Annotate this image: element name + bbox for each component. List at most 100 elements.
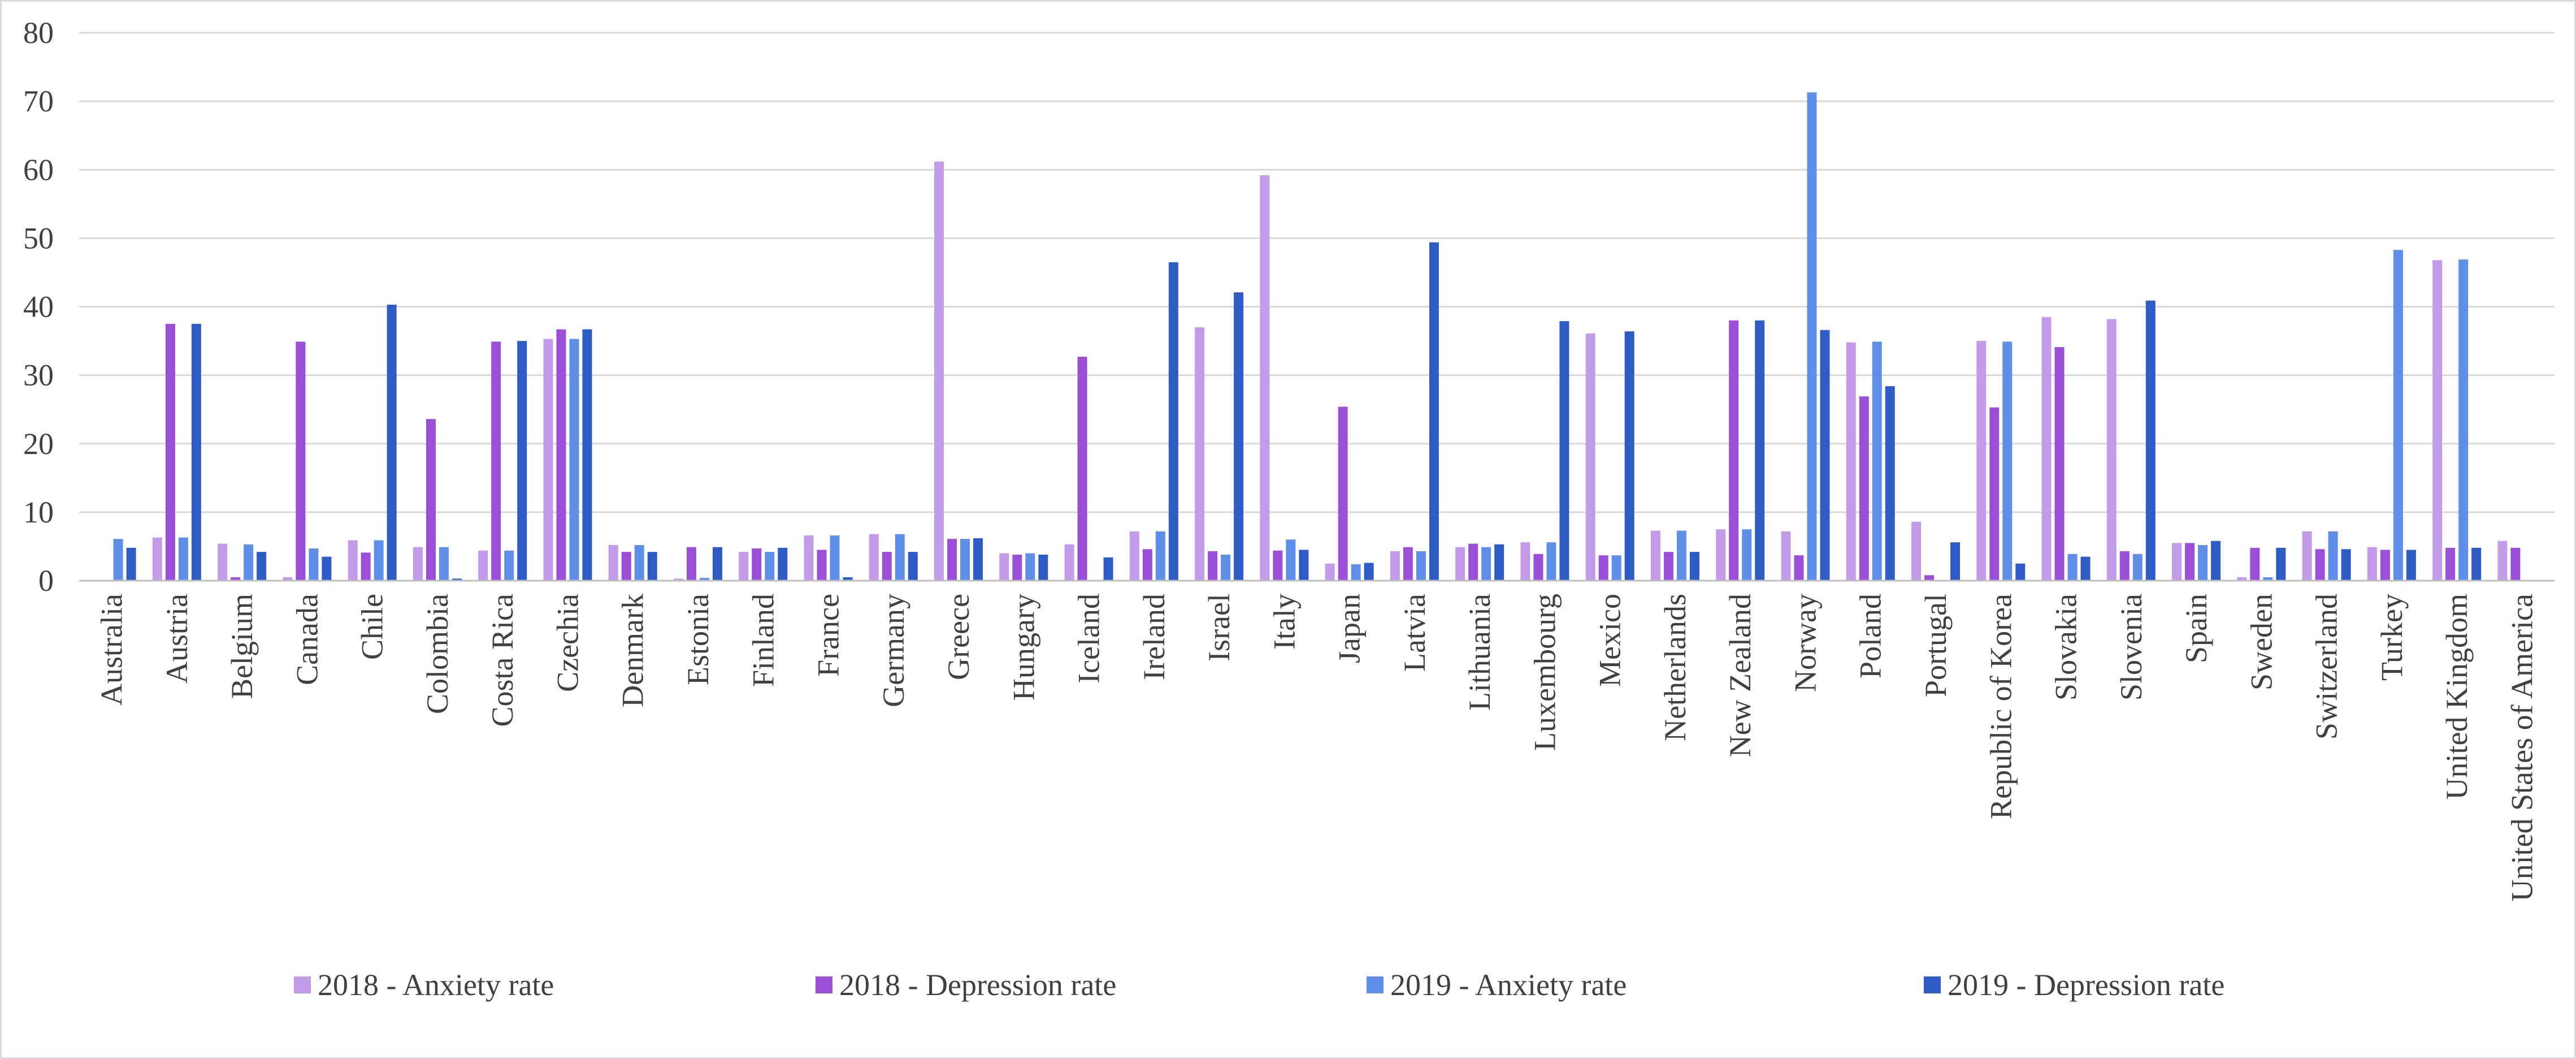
bar-ireland-series-2	[1142, 549, 1152, 581]
bar-austria-series-3	[178, 537, 188, 581]
bar-italy-series-1	[1260, 175, 1270, 581]
bar-italy-series-2	[1273, 550, 1283, 581]
bar-turkey-series-3	[2393, 249, 2403, 581]
bar-netherlands-series-4	[1689, 552, 1699, 581]
x-tick-label-denmark: Denmark	[616, 594, 650, 707]
bar-chile-series-1	[348, 540, 358, 581]
x-tick-label-luxembourg: Luxembourg	[1528, 594, 1562, 751]
bar-luxembourg-series-4	[1559, 321, 1569, 581]
bar-luxembourg-series-3	[1546, 542, 1556, 581]
bar-norway-series-1	[1781, 531, 1791, 581]
bar-slovakia-series-2	[2054, 347, 2065, 581]
bar-france-series-2	[817, 550, 827, 581]
bar-canada-series-1	[283, 577, 293, 581]
x-tick-label-greece: Greece	[942, 594, 975, 680]
bar-lithuania-series-3	[1481, 547, 1491, 581]
bar-netherlands-series-1	[1650, 530, 1660, 581]
bar-ireland-series-3	[1155, 531, 1165, 581]
bar-united-kingdom-series-1	[2432, 260, 2443, 581]
bar-poland-series-1	[1846, 342, 1856, 581]
x-tick-label-slovakia: Slovakia	[2049, 594, 2083, 701]
bar-ireland-series-1	[1129, 531, 1139, 581]
bar-finland-series-1	[739, 552, 749, 581]
x-tick-label-finland: Finland	[746, 594, 780, 687]
bar-italy-series-3	[1286, 539, 1296, 581]
bar-republic-of-korea-series-1	[1976, 341, 1987, 581]
x-tick-label-iceland: Iceland	[1072, 594, 1106, 684]
bar-new-zealand-series-4	[1755, 320, 1765, 581]
bar-netherlands-series-2	[1663, 552, 1673, 581]
bar-turkey-series-1	[2367, 547, 2377, 581]
x-tick-label-poland: Poland	[1854, 594, 1888, 678]
bar-costa-rica-series-4	[517, 341, 527, 581]
bar-czechia-series-1	[543, 339, 553, 581]
bar-japan-series-1	[1325, 563, 1335, 581]
x-tick-label-austria: Austria	[160, 594, 194, 684]
bar-spain-series-3	[2198, 545, 2208, 581]
x-tick-label-italy: Italy	[1267, 594, 1301, 650]
bar-slovenia-series-1	[2106, 319, 2117, 581]
x-tick-label-canada: Canada	[290, 594, 324, 685]
bar-chile-series-3	[374, 540, 384, 581]
y-tick-label-60: 60	[23, 153, 54, 187]
x-tick-label-netherlands: Netherlands	[1658, 594, 1692, 741]
bar-israel-series-4	[1234, 292, 1244, 581]
bar-czechia-series-2	[556, 329, 566, 581]
bar-turkey-series-2	[2380, 550, 2390, 581]
x-tick-label-czechia: Czechia	[550, 594, 584, 692]
bars	[113, 92, 2521, 581]
x-tick-label-germany: Germany	[877, 594, 910, 707]
bar-slovakia-series-1	[2041, 317, 2052, 581]
x-tick-label-ireland: Ireland	[1137, 594, 1171, 680]
bar-finland-series-2	[752, 548, 762, 581]
bar-norway-series-2	[1794, 555, 1804, 581]
bar-greece-series-4	[973, 538, 983, 581]
x-axis-tick-labels: Australia Austria Belgium Canada Chile Colomb…	[95, 594, 2539, 901]
bar-australia-series-4	[126, 547, 136, 581]
bar-chile-series-4	[387, 304, 397, 581]
bar-belgium-series-3	[244, 544, 254, 581]
gridlines	[79, 32, 2555, 513]
bar-hungary-series-3	[1025, 553, 1035, 581]
bar-united-kingdom-series-4	[2471, 547, 2482, 581]
bar-lithuania-series-1	[1455, 547, 1465, 581]
bar-switzerland-series-3	[2328, 531, 2338, 581]
y-tick-label-50: 50	[23, 221, 54, 255]
bar-latvia-series-2	[1403, 547, 1413, 581]
x-tick-label-turkey: Turkey	[2375, 594, 2409, 681]
bar-france-series-3	[830, 535, 840, 581]
bar-mexico-series-1	[1585, 333, 1595, 581]
bar-costa-rica-series-1	[478, 550, 488, 581]
bar-czechia-series-4	[582, 329, 592, 581]
y-tick-label-70: 70	[23, 84, 54, 118]
x-tick-label-japan: Japan	[1333, 594, 1367, 663]
bar-israel-series-1	[1195, 327, 1205, 581]
legend: 2018 - Anxiety rate 2018 - Depression rat…	[294, 968, 2224, 1002]
bar-colombia-series-2	[426, 419, 436, 581]
bar-finland-series-3	[765, 552, 775, 581]
bar-spain-series-1	[2172, 543, 2182, 581]
bar-republic-of-korea-series-3	[2002, 342, 2013, 581]
x-tick-label-slovenia: Slovenia	[2114, 594, 2148, 701]
bar-germany-series-4	[908, 552, 918, 581]
bar-belgium-series-1	[218, 543, 228, 581]
bar-iceland-series-1	[1064, 544, 1074, 581]
bar-colombia-series-3	[439, 547, 449, 581]
bar-turkey-series-4	[2406, 550, 2416, 581]
bar-israel-series-2	[1208, 551, 1218, 581]
bar-canada-series-4	[322, 556, 332, 581]
x-tick-label-united-states-of-america: United States of America	[2505, 594, 2539, 901]
x-tick-label-israel: Israel	[1202, 594, 1236, 662]
bar-germany-series-2	[882, 552, 892, 581]
bar-lithuania-series-2	[1468, 543, 1478, 581]
bar-germany-series-1	[869, 534, 879, 581]
bar-austria-series-2	[165, 323, 175, 581]
bar-hungary-series-1	[999, 553, 1009, 581]
legend-swatch-3	[1367, 976, 1384, 993]
bar-sweden-series-4	[2276, 547, 2286, 581]
bar-latvia-series-1	[1390, 551, 1400, 581]
bar-poland-series-4	[1885, 386, 1895, 581]
bar-estonia-series-4	[713, 547, 722, 581]
x-tick-label-spain: Spain	[2179, 594, 2213, 663]
bar-luxembourg-series-2	[1533, 554, 1543, 581]
